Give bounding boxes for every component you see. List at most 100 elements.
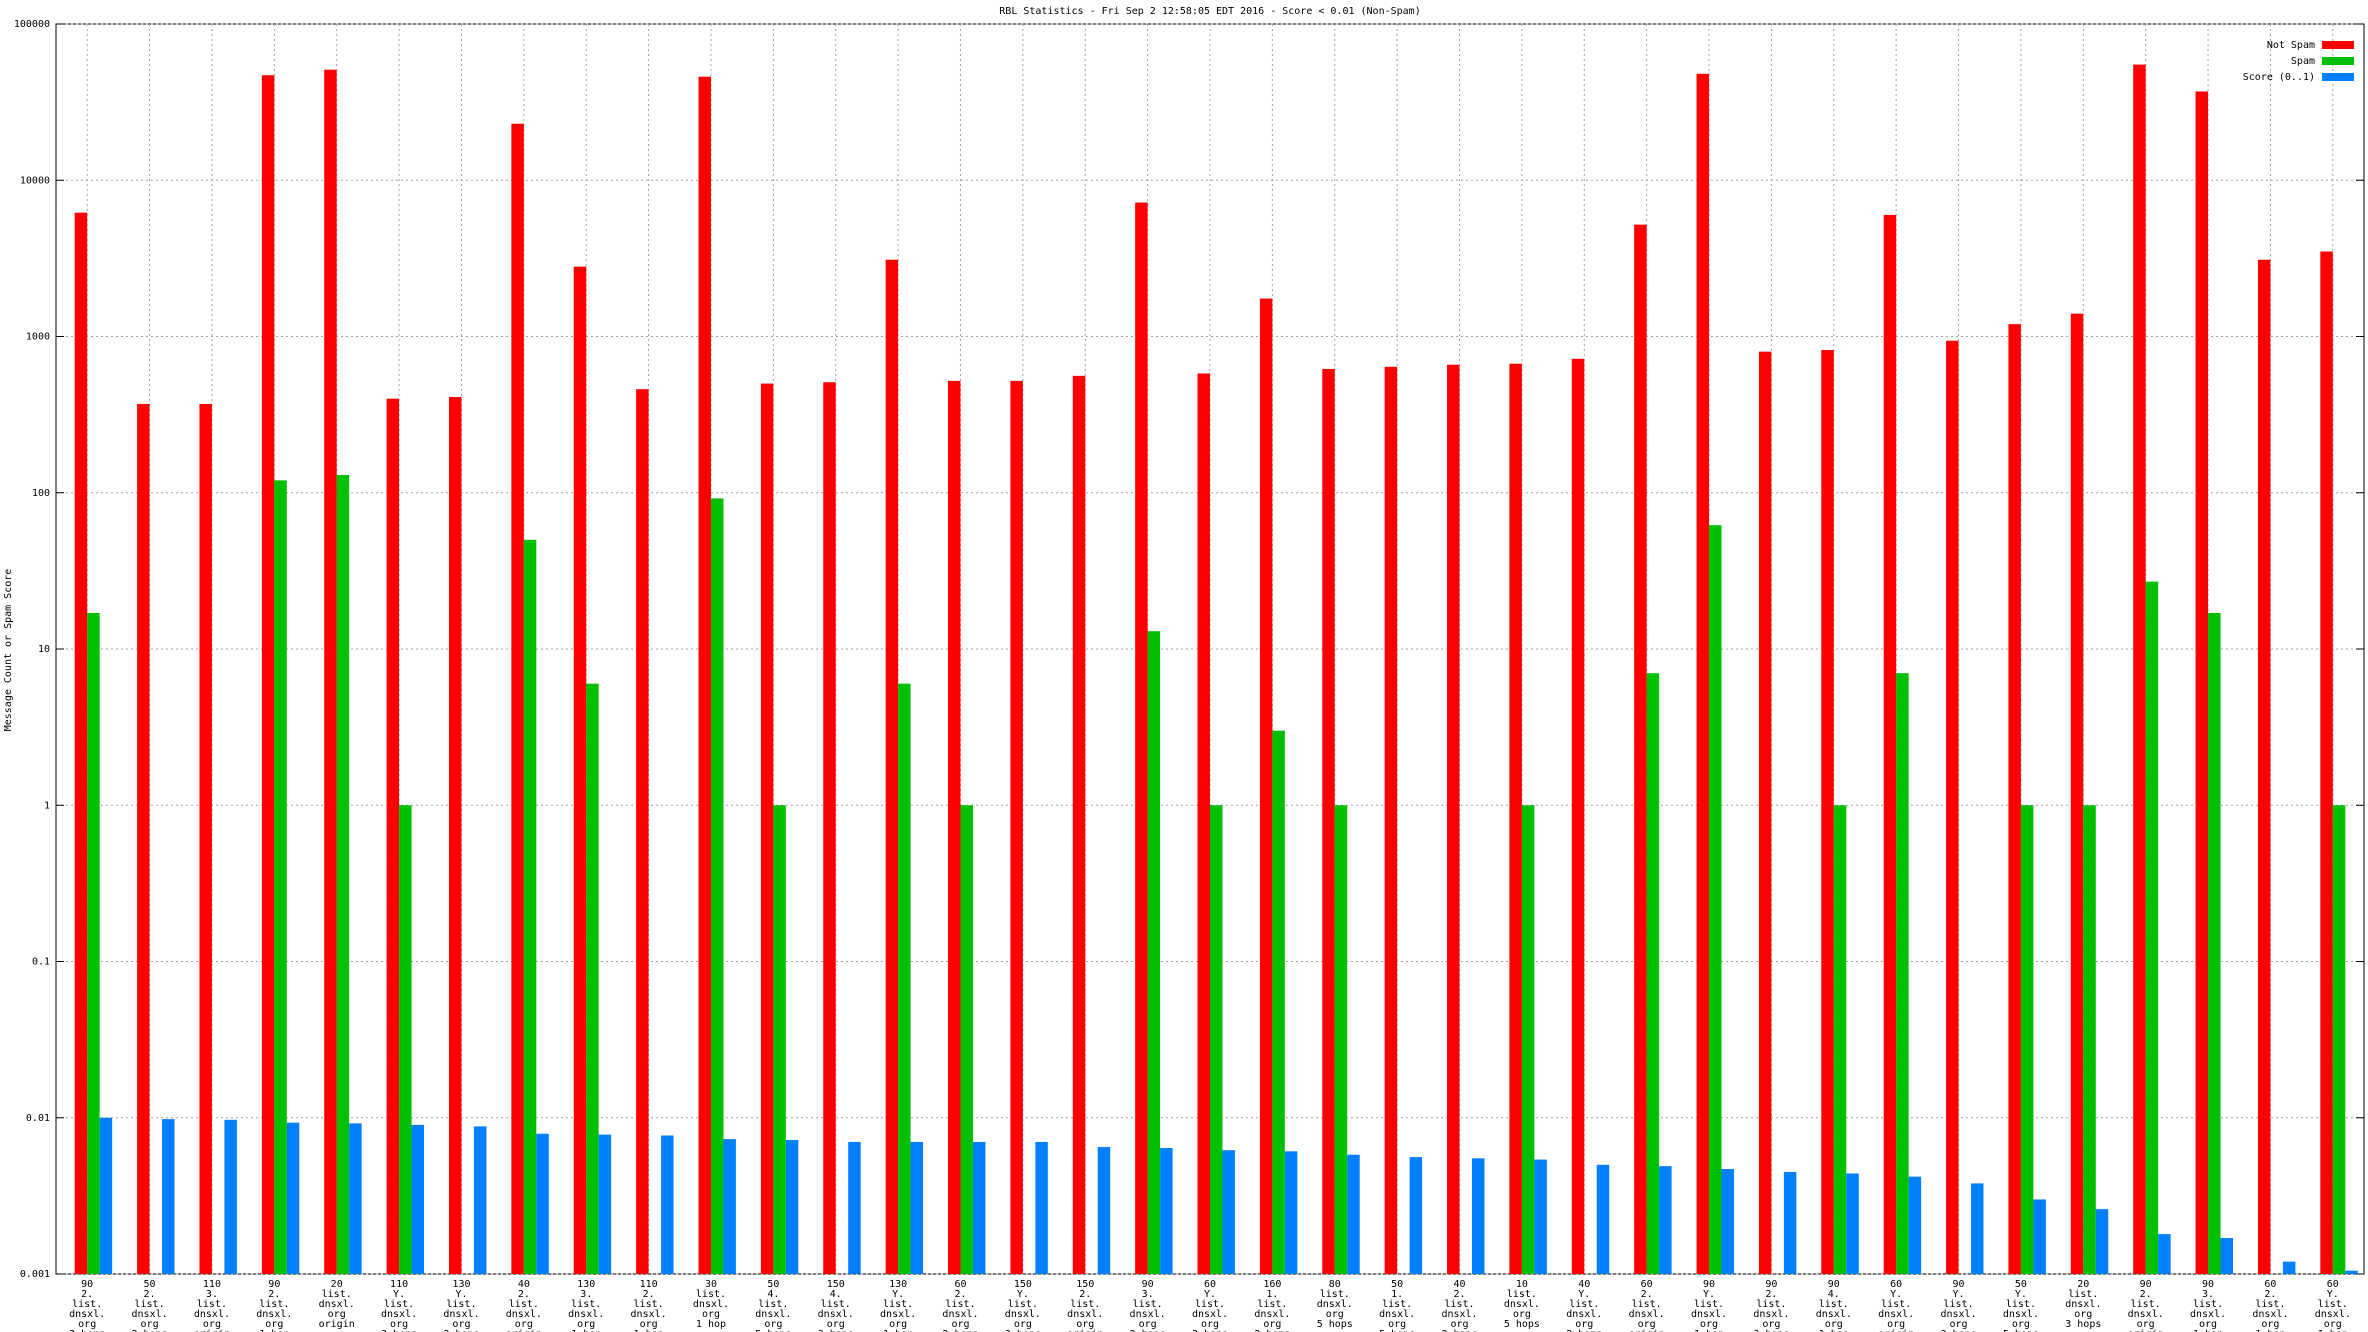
y-tick-label: 1: [44, 800, 50, 811]
x-tick-label: list.: [634, 1299, 664, 1310]
x-tick-label: 130: [577, 1279, 595, 1290]
bar: [1160, 1148, 1173, 1274]
bar: [2220, 1237, 2234, 1274]
x-tick-label: list.: [883, 1299, 913, 1310]
x-tick-label: org: [827, 1319, 845, 1330]
x-tick-label: org: [78, 1319, 96, 1330]
x-tick-label: 1.: [1391, 1289, 1403, 1300]
x-tick-label: dnsxl.: [1067, 1309, 1103, 1320]
x-tick-label: 10: [1516, 1279, 1528, 1290]
x-tick-label: list.: [1070, 1299, 1100, 1310]
x-tick-label: 130: [452, 1279, 470, 1290]
bar: [411, 1124, 425, 1274]
x-tick-label: 1 hop: [2255, 1329, 2285, 1332]
x-tick-label: 1 hop: [2193, 1329, 2223, 1332]
bar: [74, 212, 88, 1274]
x-tick-label: 50: [767, 1279, 779, 1290]
x-tick-label: 40: [1578, 1279, 1590, 1290]
x-tick-label: Y.: [2327, 1289, 2339, 1300]
x-tick-label: 2.: [954, 1289, 966, 1300]
x-tick-label: dnsxl.: [194, 1309, 230, 1320]
x-tick-label: dnsxl.: [818, 1309, 854, 1320]
bar: [2195, 91, 2209, 1274]
x-tick-label: 150: [827, 1279, 845, 1290]
bar: [1272, 730, 1285, 1274]
x-tick-label: org: [515, 1319, 533, 1330]
x-tick-label: list.: [2068, 1289, 2098, 1300]
bar: [2257, 259, 2271, 1274]
x-tick-label: dnsxl.: [1005, 1309, 1041, 1320]
y-tick-label: 10: [38, 644, 50, 655]
x-tick-label: 2.: [144, 1289, 156, 1300]
x-tick-label: 150: [1014, 1279, 1032, 1290]
x-tick-label: org: [1950, 1319, 1968, 1330]
x-tick-label: dnsxl.: [942, 1309, 978, 1320]
bar: [1534, 1159, 1547, 1274]
x-tick-label: org: [764, 1319, 782, 1330]
bar: [399, 805, 412, 1274]
x-tick-label: dnsxl.: [1629, 1309, 1665, 1320]
bar: [2158, 1234, 2171, 1274]
bar: [286, 1122, 300, 1274]
y-tick-label: 100: [32, 488, 50, 499]
y-tick-label: 0.001: [20, 1269, 50, 1280]
x-tick-label: origin: [319, 1319, 355, 1330]
x-tick-label: dnsxl.: [69, 1309, 105, 1320]
x-tick-label: org: [203, 1319, 221, 1330]
bar: [698, 76, 711, 1274]
x-tick-label: 60: [2264, 1279, 2276, 1290]
x-tick-label: Y.: [892, 1289, 904, 1300]
x-tick-label: dnsxl.: [693, 1299, 729, 1310]
x-tick-label: 5 hops: [755, 1329, 791, 1332]
x-tick-label: 3.: [580, 1289, 592, 1300]
x-tick-label: Y.: [455, 1289, 467, 1300]
x-tick-label: 5 hops: [1317, 1319, 1353, 1330]
x-tick-label: dnsxl.: [381, 1309, 417, 1320]
bar: [137, 403, 150, 1274]
x-tick-label: list.: [2193, 1299, 2223, 1310]
x-tick-label: dnsxl.: [2065, 1299, 2101, 1310]
bar: [386, 398, 400, 1275]
bar: [848, 1141, 861, 1274]
bar: [1334, 805, 1348, 1274]
x-tick-label: 110: [390, 1279, 408, 1290]
bar: [898, 683, 911, 1274]
bar: [1072, 375, 1086, 1275]
x-tick-label: org: [1076, 1319, 1094, 1330]
bar: [1908, 1176, 1922, 1274]
x-tick-label: 5 hops: [1504, 1319, 1540, 1330]
x-tick-label: dnsxl.: [1192, 1309, 1228, 1320]
bar: [723, 1139, 736, 1274]
bar: [1646, 673, 1660, 1274]
x-tick-label: 1 hop: [696, 1319, 726, 1330]
x-tick-label: dnsxl.: [1504, 1299, 1540, 1310]
x-tick-label: dnsxl.: [2252, 1309, 2288, 1320]
x-tick-label: 130: [889, 1279, 907, 1290]
bar: [1447, 364, 1460, 1274]
x-tick-label: 90: [1142, 1279, 1154, 1290]
bar: [2033, 1199, 2046, 1274]
x-tick-label: 3.: [206, 1289, 218, 1300]
x-tick-label: 1 hop: [2318, 1329, 2348, 1332]
x-tick-label: Y.: [1578, 1289, 1590, 1300]
x-tick-label: dnsxl.: [1441, 1309, 1477, 1320]
bar: [2208, 612, 2221, 1274]
bar: [2070, 313, 2084, 1274]
x-tick-label: list.: [1632, 1299, 1662, 1310]
legend-swatch: [2322, 41, 2354, 49]
x-tick-label: 4.: [1828, 1289, 1840, 1300]
x-tick-label: list.: [1819, 1299, 1849, 1310]
bar: [586, 683, 599, 1274]
x-tick-label: 2 hops: [1441, 1329, 1477, 1332]
x-tick-label: list.: [1507, 1289, 1537, 1300]
x-tick-label: org: [2012, 1319, 2030, 1330]
x-tick-label: org: [390, 1319, 408, 1330]
x-tick-label: org: [2324, 1319, 2342, 1330]
x-tick-label: 5 hops: [1379, 1329, 1415, 1332]
bar: [1471, 1158, 1485, 1274]
x-tick-label: 110: [640, 1279, 658, 1290]
x-tick-label: org: [1014, 1319, 1032, 1330]
x-tick-label: list.: [1569, 1299, 1599, 1310]
bar: [99, 1117, 113, 1274]
x-tick-label: 80: [1329, 1279, 1341, 1290]
